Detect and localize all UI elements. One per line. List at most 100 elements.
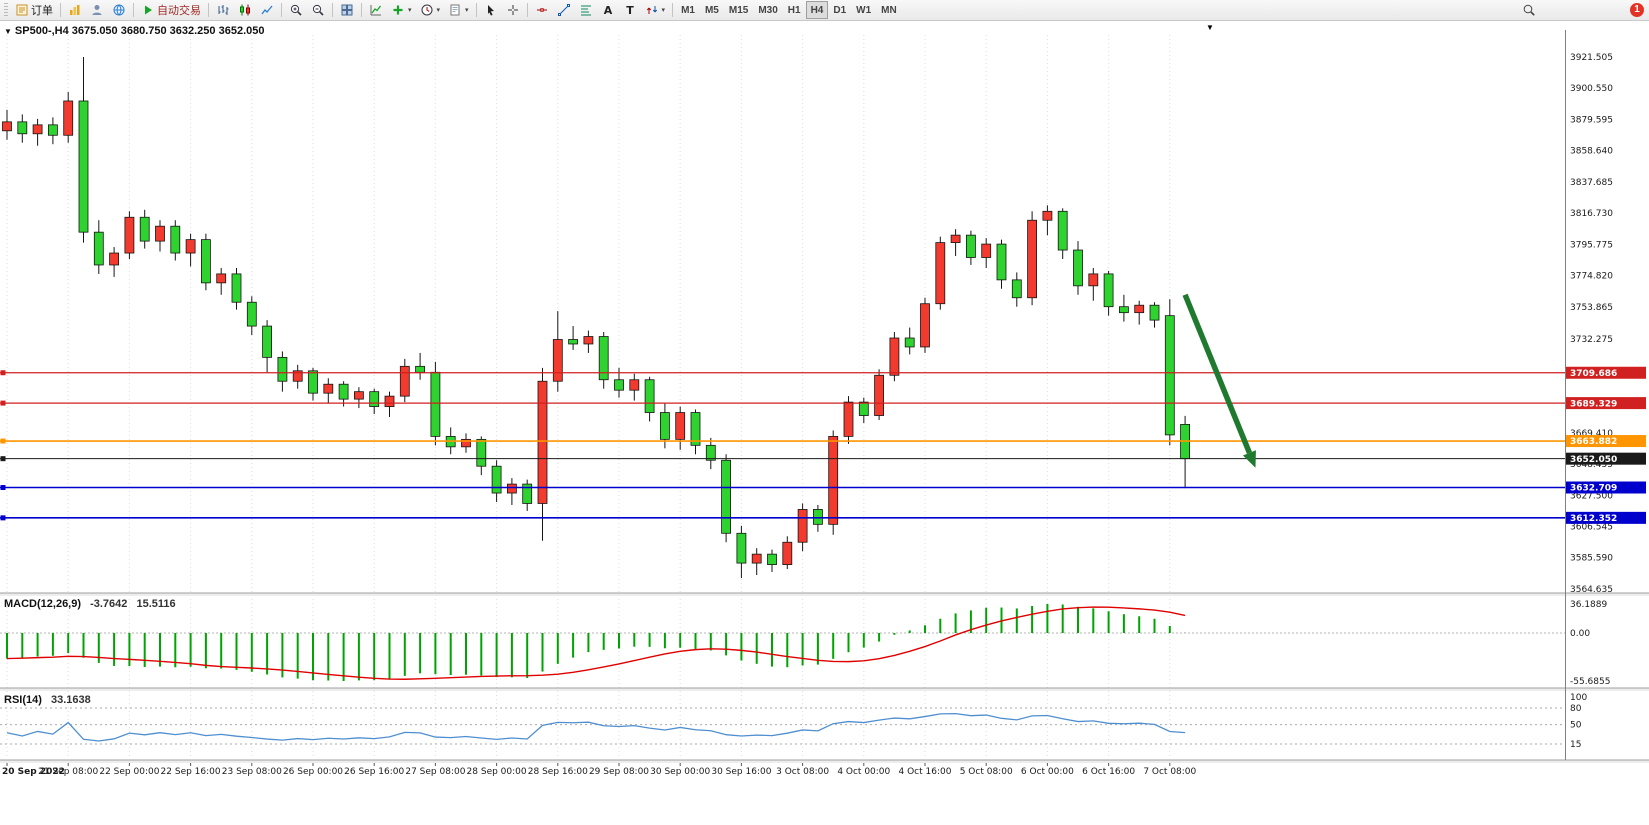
new-order-button[interactable]: 订单 [11, 1, 57, 19]
time-axis-label: 22 Sep 16:00 [161, 767, 221, 777]
candle-body [399, 365, 410, 397]
panel-splitter[interactable] [0, 688, 1649, 692]
price-tick-label: 3648.455 [1570, 460, 1613, 470]
chart-window: 20 Sep 2022 21 Sep 08:00 22 Sep 00:00 22 Se… [0, 20, 1649, 820]
time-axis-label: 28 Sep 16:00 [528, 767, 588, 777]
price-tick-label: 3816.730 [1570, 209, 1613, 219]
tile-windows-button[interactable] [336, 1, 358, 19]
arrows-button[interactable]: ▾ [641, 1, 670, 19]
time-axis-label: 5 Oct 08:00 [960, 767, 1013, 777]
candle-body [1011, 279, 1022, 299]
candles-icon [240, 4, 250, 16]
charts-button[interactable] [64, 1, 86, 19]
macd-main-value: -3.7642 [90, 598, 128, 610]
zoom-out-icon [312, 4, 324, 16]
hline-icon [536, 8, 547, 12]
add-indicator-button[interactable]: ▾ [387, 1, 416, 19]
candle-body [568, 339, 578, 345]
label-button[interactable]: T [619, 1, 641, 19]
timeframe-button-d1[interactable]: D1 [828, 1, 851, 19]
candle-body [384, 395, 395, 407]
timeframe-button-w1[interactable]: W1 [851, 1, 876, 19]
candle-body [522, 483, 533, 504]
price-level-tag [1566, 481, 1646, 494]
rsi-axis-label: 80 [1570, 704, 1582, 714]
market-button[interactable] [108, 1, 130, 19]
candle-body [537, 380, 548, 504]
indicators-button[interactable] [365, 1, 387, 19]
cursor-button[interactable] [480, 1, 502, 19]
candle-chart-button[interactable] [234, 1, 256, 19]
candle-body [843, 401, 854, 437]
bar-chart-button[interactable] [212, 1, 234, 19]
text-button[interactable]: A [597, 1, 619, 19]
search-button[interactable] [1518, 1, 1540, 19]
candle-body [1088, 273, 1099, 287]
price-axis[interactable]: 3921.505 3900.550 3879.595 3858.640 3837.685… [1565, 30, 1647, 760]
candles-layer [2, 57, 1190, 579]
chevron-down-icon: ▾ [436, 7, 441, 14]
candle-body [124, 216, 135, 254]
candle-body [1134, 304, 1145, 314]
time-axis-label: 23 Sep 08:00 [222, 767, 282, 777]
label-icon: T [626, 4, 634, 17]
timeframe-button-mn[interactable]: MN [876, 1, 902, 19]
time-axis-label: 21 Sep 08:00 [38, 767, 98, 777]
toolbar-separator [475, 3, 477, 17]
candle-body [93, 231, 104, 266]
level-lines-layer [0, 370, 1565, 521]
svg-text:3689.329: 3689.329 [1570, 399, 1617, 409]
price-tick-label: 3606.545 [1570, 523, 1613, 533]
chevron-down-icon: ▾ [661, 7, 666, 14]
toolbar-grip[interactable] [4, 3, 8, 17]
panel-splitter[interactable] [0, 593, 1649, 597]
current-price-tag [1566, 452, 1646, 465]
grid-layer [6, 35, 1171, 758]
templates-button[interactable]: ▾ [444, 1, 473, 19]
timeframe-button-m5[interactable]: M5 [700, 1, 724, 19]
candle-body [476, 438, 487, 467]
chart-shift-marker-icon[interactable]: ▼ [1206, 23, 1214, 32]
notification-badge[interactable]: 1 [1630, 3, 1644, 17]
candle-body [644, 379, 655, 413]
candle-body [216, 273, 227, 284]
time-axis-label: 26 Sep 16:00 [344, 767, 404, 777]
trendline-button[interactable] [553, 1, 575, 19]
zoom-in-button[interactable] [285, 1, 307, 19]
time-axis-label: 30 Sep 00:00 [650, 767, 710, 777]
toolbar-separator [672, 3, 674, 17]
candle-body [782, 541, 793, 565]
candle-body [1119, 306, 1129, 314]
periods-button[interactable]: ▾ [416, 1, 445, 19]
timeframe-button-m1[interactable]: M1 [676, 1, 700, 19]
hline-button[interactable] [531, 1, 553, 19]
timeframe-button-m15[interactable]: M15 [724, 1, 753, 19]
price-tick-label: 3753.865 [1570, 303, 1613, 313]
rsi-axis-label: 50 [1570, 721, 1582, 731]
profile-button[interactable] [86, 1, 108, 19]
chart-title: ▼ SP500-,H4 3675.050 3680.750 3632.250 36… [4, 25, 264, 37]
level-left-marker [0, 370, 6, 376]
panel-splitter[interactable] [0, 760, 1649, 764]
candle-body [139, 216, 150, 242]
candle-body [966, 234, 976, 258]
line-chart-button[interactable] [256, 1, 278, 19]
auto-trading-button-label: 自动交易 [157, 5, 201, 17]
crosshair-button[interactable] [502, 1, 524, 19]
timeframe-button-h1[interactable]: H1 [783, 1, 806, 19]
price-tick-label: 3921.505 [1570, 53, 1613, 63]
candle-body [1042, 210, 1053, 221]
line-chart-icon [261, 5, 273, 15]
timeframe-button-m30[interactable]: M30 [753, 1, 782, 19]
candle-body [200, 239, 211, 284]
trend-arrow[interactable] [1182, 293, 1256, 468]
candle-body [231, 273, 242, 303]
timeframe-button-h4[interactable]: H4 [805, 1, 829, 19]
price-level-tag [1566, 397, 1646, 410]
fibonacci-button[interactable] [575, 1, 597, 19]
auto-trading-button[interactable]: 自动交易 [137, 1, 205, 19]
zoom-out-button[interactable] [307, 1, 329, 19]
candle-body [262, 325, 273, 358]
